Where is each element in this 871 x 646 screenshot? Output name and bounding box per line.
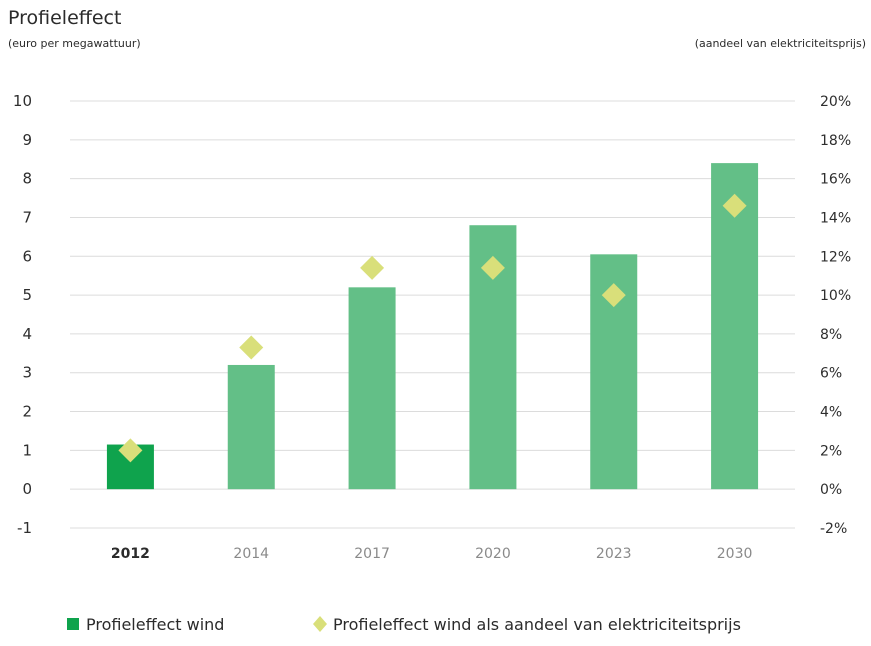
y-left-tick-label: 4 [22, 325, 32, 343]
y-left-tick-label: 9 [22, 131, 32, 149]
y-left-tick-label: 3 [22, 364, 32, 382]
legend-label-bars: Profieleffect wind [86, 615, 224, 634]
x-tick-label: 2014 [233, 546, 269, 562]
legend: Profieleffect wind Profieleffect wind al… [67, 615, 741, 634]
axes: Profieleffect (euro per megawattuur) (aa… [8, 7, 866, 562]
x-tick-label: 2023 [596, 546, 632, 562]
y-right-tick-label: 2% [820, 443, 842, 459]
x-tick-label: 2017 [354, 546, 390, 562]
legend-label-diamonds: Profieleffect wind als aandeel van elekt… [333, 615, 741, 634]
y-left-tick-label: 6 [22, 247, 32, 265]
y-left-tick-label: 1 [22, 441, 32, 459]
diamond-marker [601, 283, 626, 308]
y-right-tick-label: 10% [820, 288, 851, 304]
diamond-marker [722, 193, 747, 218]
x-tick-label: 2030 [717, 546, 753, 562]
diamond-marker [239, 335, 264, 360]
y-left-tick-label: 5 [22, 286, 32, 304]
y-left-tick-label: 10 [13, 92, 32, 110]
y-right-tick-label: -2% [820, 521, 847, 537]
y-right-tick-label: 0% [820, 482, 842, 498]
legend-swatch-bars [67, 618, 79, 630]
y-left-tick-label: 0 [22, 480, 32, 498]
left-axis-label: (euro per megawattuur) [8, 37, 141, 50]
y-right-tick-label: 16% [820, 172, 851, 188]
y-left-tick-label: 7 [22, 208, 32, 226]
diamond-marker [360, 255, 385, 280]
bar [227, 364, 275, 490]
y-left-tick-label: -1 [17, 519, 32, 537]
y-right-tick-label: 12% [820, 249, 851, 265]
y-right-tick-label: 8% [820, 327, 842, 343]
bars [106, 163, 759, 490]
y-right-tick-label: 14% [820, 210, 851, 226]
diamond-marker [118, 438, 143, 463]
y-right-tick-label: 18% [820, 133, 851, 149]
bar [348, 287, 396, 490]
diamond-markers [118, 193, 747, 463]
y-right-tick-label: 6% [820, 366, 842, 382]
diamond-marker [480, 255, 505, 280]
y-left-tick-label: 8 [22, 170, 32, 188]
chart-title: Profieleffect [8, 7, 121, 29]
gridlines [70, 100, 795, 529]
y-right-tick-label: 20% [820, 94, 851, 110]
right-axis-label: (aandeel van elektriciteitsprijs) [695, 37, 866, 50]
y-right-tick-label: 4% [820, 405, 842, 421]
y-left-tick-label: 2 [22, 403, 32, 421]
legend-swatch-diamond [313, 616, 327, 632]
x-tick-label: 2012 [111, 546, 150, 562]
x-tick-label: 2020 [475, 546, 511, 562]
